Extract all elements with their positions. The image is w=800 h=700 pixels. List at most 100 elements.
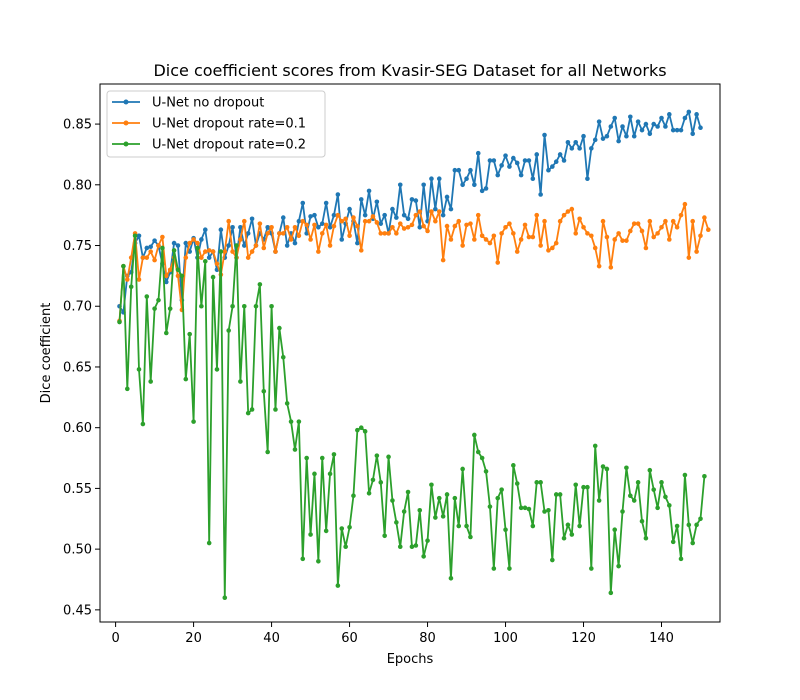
data-point: [378, 480, 384, 485]
data-point: [125, 386, 130, 392]
data-point: [561, 158, 567, 163]
y-tick-label: 0.75: [63, 239, 92, 254]
data-point: [167, 267, 173, 273]
data-point: [604, 133, 610, 139]
data-point: [144, 294, 150, 299]
data-point: [565, 139, 571, 145]
data-point: [511, 231, 516, 236]
data-point: [472, 432, 477, 438]
data-point: [678, 127, 684, 133]
data-point: [624, 133, 629, 139]
data-point: [706, 227, 711, 233]
data-point: [589, 146, 594, 151]
data-point: [136, 367, 142, 372]
data-point: [534, 212, 540, 218]
data-point: [514, 249, 520, 254]
data-point: [308, 237, 313, 242]
data-point: [585, 176, 590, 182]
data-point: [343, 544, 348, 549]
chart-title: Dice coefficient scores from Kvasir-SEG …: [153, 61, 666, 80]
data-point: [214, 367, 220, 372]
data-point: [495, 495, 501, 501]
data-point: [128, 284, 134, 290]
data-point: [534, 152, 540, 157]
data-point: [659, 115, 664, 121]
data-point: [374, 453, 380, 458]
data-point: [690, 131, 695, 137]
data-point: [362, 212, 368, 218]
data-point: [667, 237, 672, 242]
data-point: [487, 504, 493, 509]
data-point: [538, 480, 543, 485]
data-point: [550, 245, 555, 251]
data-point: [460, 182, 465, 188]
data-point: [405, 489, 411, 495]
x-tick-label: 40: [263, 631, 280, 646]
data-point: [639, 127, 645, 133]
data-point: [323, 528, 329, 534]
data-point: [148, 244, 153, 250]
data-point: [452, 167, 458, 173]
data-point: [214, 261, 220, 267]
data-point: [499, 231, 504, 236]
data-point: [553, 492, 559, 497]
data-point: [659, 480, 664, 485]
data-point: [448, 575, 454, 581]
data-point: [534, 480, 540, 485]
data-point: [581, 484, 586, 490]
data-point: [265, 449, 270, 455]
data-point: [206, 540, 212, 546]
data-point: [702, 215, 707, 220]
data-point: [245, 231, 251, 236]
data-point: [300, 218, 306, 224]
data-point: [125, 277, 130, 282]
data-point: [682, 472, 688, 478]
data-point: [382, 231, 387, 236]
data-point: [319, 231, 325, 236]
data-point: [569, 532, 575, 537]
x-tick-label: 120: [571, 631, 596, 646]
data-point: [183, 240, 189, 246]
data-point: [409, 197, 415, 202]
data-point: [323, 222, 329, 228]
data-point: [210, 249, 216, 254]
data-point: [542, 132, 547, 138]
data-point: [495, 172, 501, 178]
data-point: [316, 249, 321, 254]
data-point: [483, 237, 489, 242]
data-point: [631, 221, 637, 226]
data-point: [468, 167, 473, 173]
data-point: [643, 535, 649, 541]
data-point: [702, 473, 707, 479]
y-tick-label: 0.60: [63, 421, 92, 436]
data-point: [417, 225, 423, 230]
data-point: [698, 125, 703, 131]
data-point: [397, 221, 403, 226]
data-point: [339, 237, 345, 242]
data-point: [472, 182, 477, 188]
data-point: [628, 114, 633, 120]
data-point: [245, 410, 251, 416]
data-point: [304, 222, 309, 228]
data-point: [444, 492, 450, 497]
data-point: [472, 237, 477, 242]
data-point: [327, 225, 333, 230]
data-point: [323, 200, 329, 206]
data-point: [394, 520, 399, 525]
data-point: [296, 233, 302, 239]
data-point: [300, 556, 306, 562]
plot-frame: [99, 83, 721, 623]
data-point: [538, 243, 543, 248]
data-point: [464, 523, 469, 529]
y-tick-label: 0.80: [63, 178, 92, 193]
data-point: [565, 522, 571, 528]
data-point: [374, 220, 380, 225]
y-tick-label: 0.70: [63, 300, 92, 315]
data-point: [631, 133, 637, 139]
data-point: [456, 218, 462, 224]
data-point: [600, 218, 606, 224]
data-point: [241, 243, 247, 248]
data-point: [218, 227, 224, 233]
data-point: [241, 303, 247, 309]
data-point: [592, 245, 598, 251]
